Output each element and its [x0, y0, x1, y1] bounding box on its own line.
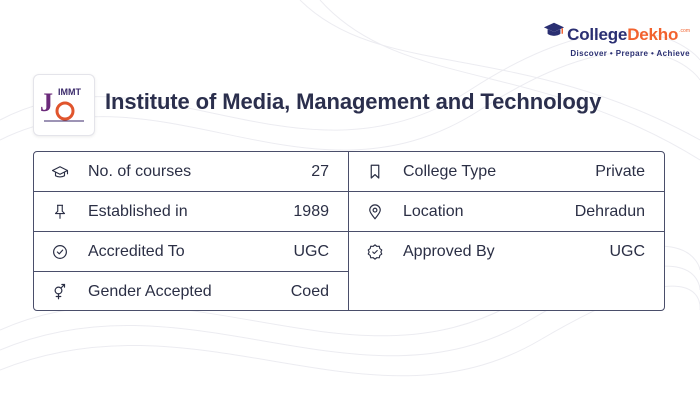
pin-icon	[54, 204, 66, 219]
detail-row-location: Location Dehradun	[349, 192, 664, 232]
college-logo-text: IMMT	[58, 87, 81, 97]
detail-row-approved: Approved By UGC	[349, 232, 664, 272]
details-left-column: No. of courses 27 Established in 1989 Ac…	[34, 152, 349, 310]
detail-label: Approved By	[403, 243, 495, 260]
detail-row-accredited: Accredited To UGC	[34, 232, 348, 272]
detail-value: 27	[311, 162, 329, 180]
brand-name-dekho: Dekho	[627, 25, 679, 44]
approved-badge-icon	[367, 244, 383, 260]
detail-value: Dehradun	[574, 202, 645, 220]
check-circle-icon	[53, 244, 67, 259]
bookmark-icon	[370, 164, 380, 179]
graduation-cap-icon	[51, 165, 69, 177]
detail-row-established: Established in 1989	[34, 192, 348, 232]
detail-value: 1989	[293, 202, 329, 220]
brand-name-college: College	[567, 25, 628, 44]
detail-label: Location	[403, 202, 464, 220]
detail-value: UGC	[609, 243, 645, 260]
details-right-column: College Type Private Location Dehradun A…	[349, 152, 664, 310]
graduation-cap-icon	[544, 22, 565, 36]
detail-label: No. of courses	[88, 162, 192, 180]
detail-label: Accredited To	[88, 242, 185, 260]
college-details-table: No. of courses 27 Established in 1989 Ac…	[33, 151, 665, 311]
brand-domain-suffix: .com	[679, 28, 690, 34]
detail-label: Established in	[88, 202, 188, 220]
detail-label: Gender Accepted	[88, 283, 212, 300]
college-logo: J IMMT	[33, 74, 95, 136]
svg-text:J: J	[40, 88, 53, 117]
detail-row-gender: Gender Accepted Coed	[34, 272, 348, 312]
detail-value: Private	[595, 162, 645, 180]
detail-value: Coed	[290, 283, 329, 300]
collegedekho-logo[interactable]: College Dekho .com Discover • Prepare • Ac…	[540, 22, 690, 58]
detail-value: UGC	[293, 242, 329, 260]
gender-icon	[54, 283, 66, 300]
location-icon	[369, 203, 381, 219]
detail-row-courses: No. of courses 27	[34, 152, 348, 192]
college-name: Institute of Media, Management and Techn…	[105, 89, 602, 114]
detail-label: College Type	[403, 162, 497, 180]
detail-row-college-type: College Type Private	[349, 152, 664, 192]
brand-tagline: Discover • Prepare • Achieve	[570, 49, 690, 58]
